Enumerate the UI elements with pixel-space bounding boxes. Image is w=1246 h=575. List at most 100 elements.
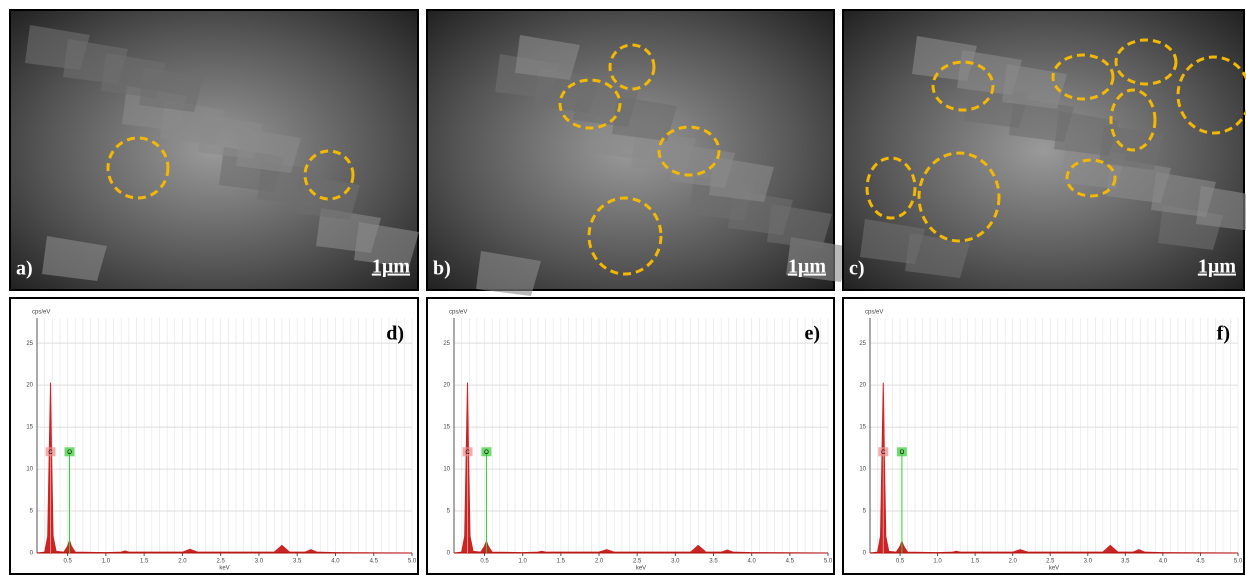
x-tick-label: 2.5 — [217, 559, 226, 565]
scale-bar: 1µm — [1198, 256, 1237, 278]
y-tick-label: 10 — [859, 467, 866, 473]
y-tick-label: 5 — [447, 509, 451, 515]
y-tick-label: 0 — [447, 551, 451, 557]
sem-grain — [476, 251, 541, 296]
sem-grain — [1002, 64, 1067, 109]
x-tick-label: 2.0 — [178, 559, 187, 565]
x-tick-label: 2.0 — [595, 559, 604, 565]
scale-bar: 1µm — [788, 256, 827, 278]
element-label: O — [484, 450, 489, 456]
y-tick-label: 10 — [443, 467, 450, 473]
x-tick-label: 1.0 — [933, 559, 942, 565]
x-tick-label: 3.0 — [255, 559, 264, 565]
x-tick-label: 1.5 — [557, 559, 566, 565]
x-tick-label: 1.0 — [102, 559, 111, 565]
element-tag — [45, 447, 56, 457]
x-tick-label: 4.0 — [1159, 559, 1168, 565]
x-tick-label: 0.5 — [480, 559, 489, 565]
y-tick-label: 15 — [443, 425, 450, 431]
pore-highlight — [1065, 158, 1117, 198]
y-axis-label: cps/eV — [32, 310, 50, 316]
panel-label: f) — [1217, 323, 1230, 345]
sem-grain — [905, 233, 970, 278]
spectrum-area — [453, 382, 829, 554]
pore-highlight — [865, 156, 917, 220]
x-tick-label: 4.0 — [748, 559, 757, 565]
y-tick-label: 0 — [863, 551, 867, 557]
x-tick-label: 4.5 — [1196, 559, 1205, 565]
pore-highlight — [1051, 53, 1115, 101]
x-tick-label: 2.0 — [1009, 559, 1018, 565]
sem-grain — [709, 157, 774, 202]
sem-grain — [612, 96, 677, 141]
chart-frame — [426, 297, 835, 575]
spectrum-area — [36, 382, 413, 554]
panel-label: c) — [849, 258, 865, 280]
panel-label: a) — [16, 258, 33, 280]
x-tick-label: 0.5 — [896, 559, 905, 565]
y-tick-label: 0 — [30, 551, 34, 557]
element-label: C — [48, 450, 53, 456]
chart-frame — [842, 297, 1245, 575]
x-tick-label: 1.5 — [971, 559, 980, 565]
x-tick-label: 3.0 — [1084, 559, 1093, 565]
y-tick-label: 15 — [26, 425, 33, 431]
element-tag — [896, 447, 907, 457]
x-tick-label: 1.5 — [140, 559, 149, 565]
x-tick-label: 5.0 — [1234, 559, 1243, 565]
sem-grain — [786, 237, 851, 282]
element-tag — [878, 447, 889, 457]
x-tick-label: 3.5 — [293, 559, 302, 565]
pore-highlight — [917, 151, 1001, 243]
y-tick-label: 25 — [859, 341, 866, 347]
pore-highlight — [1176, 55, 1246, 135]
pore-highlight — [303, 149, 355, 201]
y-tick-label: 25 — [443, 341, 450, 347]
pore-highlight — [1109, 88, 1157, 152]
pore-highlight — [587, 196, 663, 276]
y-tick-label: 15 — [859, 425, 866, 431]
y-axis-label: cps/eV — [865, 310, 883, 316]
chart-frame — [9, 297, 419, 575]
y-tick-label: 20 — [859, 383, 866, 389]
element-label: O — [900, 450, 905, 456]
y-tick-label: 20 — [26, 383, 33, 389]
x-axis-label: keV — [219, 566, 229, 572]
pore-highlight — [608, 43, 656, 91]
x-tick-label: 3.0 — [671, 559, 680, 565]
panel-label: e) — [804, 323, 820, 345]
y-tick-label: 20 — [443, 383, 450, 389]
panel-label: d) — [386, 323, 404, 345]
y-tick-label: 5 — [863, 509, 867, 515]
x-tick-label: 0.5 — [63, 559, 72, 565]
sem-grain — [139, 67, 204, 112]
x-tick-label: 3.5 — [1121, 559, 1130, 565]
sem-grain — [767, 204, 832, 249]
x-tick-label: 2.5 — [1046, 559, 1055, 565]
element-tag — [64, 447, 75, 457]
sem-grain — [354, 222, 419, 267]
x-tick-label: 4.0 — [331, 559, 340, 565]
pore-highlight — [558, 78, 622, 130]
x-axis-label: keV — [636, 566, 646, 572]
pore-highlight — [106, 136, 170, 200]
element-label: O — [67, 450, 72, 456]
x-tick-label: 3.5 — [709, 559, 718, 565]
x-tick-label: 4.5 — [786, 559, 795, 565]
spectrum-area — [869, 382, 1239, 554]
element-tag — [481, 447, 492, 457]
y-tick-label: 25 — [26, 341, 33, 347]
scale-bar: 1µm — [372, 256, 411, 278]
x-tick-label: 5.0 — [408, 559, 417, 565]
pore-highlight — [1114, 38, 1178, 86]
sem-grain — [236, 128, 301, 173]
y-axis-label: cps/eV — [449, 310, 467, 316]
x-tick-label: 2.5 — [633, 559, 642, 565]
x-axis-label: keV — [1049, 566, 1059, 572]
x-tick-label: 4.5 — [370, 559, 379, 565]
x-tick-label: 1.0 — [519, 559, 528, 565]
x-tick-label: 5.0 — [824, 559, 833, 565]
sem-grain — [515, 35, 580, 80]
sem-grain — [42, 236, 107, 281]
